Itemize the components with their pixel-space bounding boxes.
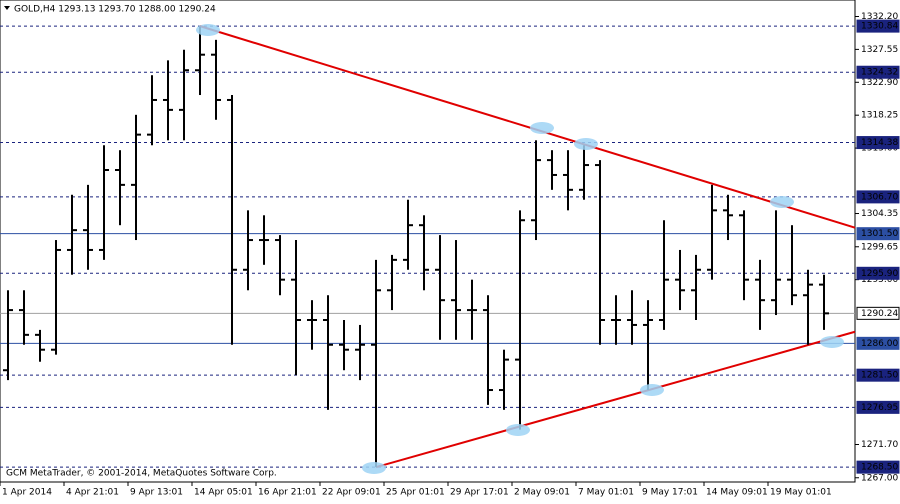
- level-label-box: [856, 400, 900, 414]
- x-tick-label: 16 Apr 21:01: [258, 488, 317, 498]
- level-label: 1324.32: [861, 68, 898, 78]
- x-tick-label: 4 Apr 21:01: [66, 488, 119, 498]
- level-label-box: [856, 190, 900, 204]
- y-tick-label: 1304.35: [861, 209, 898, 219]
- level-label-box: [856, 306, 900, 320]
- level-label-box: [856, 368, 900, 382]
- level-label: 1281.50: [861, 371, 898, 381]
- touch-marker: [640, 384, 664, 396]
- y-tick-label: 1318.25: [861, 111, 898, 121]
- touch-marker: [770, 196, 794, 208]
- y-tick-label: 1271.70: [861, 440, 898, 450]
- copyright: GCM MetaTrader, © 2001-2014, MetaQuotes …: [6, 469, 277, 479]
- level-label: 1295.90: [861, 269, 898, 279]
- y-tick-label: 1327.55: [861, 45, 898, 55]
- y-tick-label: 1295.00: [861, 275, 898, 285]
- x-tick-label: 14 May 09:01: [706, 488, 768, 498]
- level-label: 1301.50: [861, 229, 898, 239]
- level-label: 1286.00: [861, 339, 898, 349]
- trendline: [375, 330, 856, 469]
- touch-marker: [574, 138, 598, 150]
- level-label-box: [856, 65, 900, 79]
- x-tick-label: 7 May 01:01: [578, 488, 634, 498]
- level-label: 1314.38: [861, 138, 898, 148]
- level-label: 1268.50: [861, 463, 898, 473]
- touch-marker: [530, 122, 554, 134]
- level-label-box: [856, 266, 900, 280]
- y-tick-label: 1322.90: [861, 78, 898, 88]
- level-label-box: [856, 136, 900, 150]
- touch-marker: [506, 424, 530, 436]
- x-tick-label: 22 Apr 09:01: [322, 488, 381, 498]
- y-tick-label: 1332.20: [861, 12, 898, 22]
- level-label: 1306.70: [861, 192, 898, 202]
- trendline: [199, 25, 856, 229]
- x-tick-label: 2 May 09:01: [514, 488, 570, 498]
- x-tick-label: 1 Apr 2014: [2, 488, 52, 498]
- x-tick-label: 25 Apr 01:01: [386, 488, 445, 498]
- level-label: 1330.84: [861, 22, 898, 32]
- x-tick-label: 9 May 17:01: [642, 488, 698, 498]
- x-tick-label: 19 May 01:01: [770, 488, 832, 498]
- touch-markers: [196, 24, 844, 474]
- level-label-box: [856, 227, 900, 241]
- touch-marker: [196, 24, 220, 36]
- x-tick-label: 9 Apr 13:01: [130, 488, 183, 498]
- level-label: 1290.24: [861, 309, 898, 319]
- y-tick-label: 1267.00: [861, 473, 898, 483]
- marks: 1332.201327.551322.901318.251313.601304.…: [0, 12, 900, 498]
- level-label-box: [856, 460, 900, 474]
- y-tick-label: 1299.65: [861, 242, 898, 252]
- touch-marker: [362, 462, 386, 474]
- level-label-box: [856, 19, 900, 33]
- level-label: 1276.95: [861, 403, 898, 413]
- menu-arrow[interactable]: [4, 6, 10, 10]
- x-tick-label: 14 Apr 05:01: [194, 488, 253, 498]
- level-label-box: [856, 336, 900, 350]
- x-tick-label: 29 Apr 17:01: [450, 488, 509, 498]
- touch-marker: [820, 336, 844, 348]
- chart-title: GOLD,H4 1293.13 1293.70 1288.00 1290.24: [14, 5, 216, 15]
